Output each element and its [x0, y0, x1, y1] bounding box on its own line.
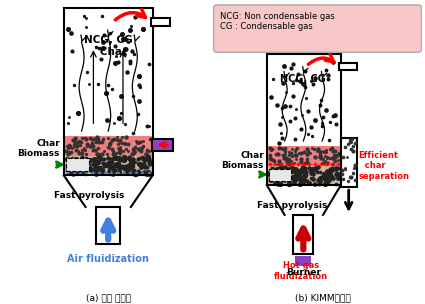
Text: Air fluidization: Air fluidization: [67, 254, 149, 264]
Bar: [267, 54, 341, 185]
Bar: [294, 215, 313, 254]
Bar: [339, 63, 357, 70]
Bar: [96, 207, 120, 244]
Bar: [269, 168, 291, 181]
Text: Fast pyrolysis: Fast pyrolysis: [54, 191, 125, 200]
Bar: [267, 146, 341, 166]
FancyBboxPatch shape: [214, 5, 422, 52]
Text: NCG, CG
   Char: NCG, CG Char: [84, 36, 133, 57]
Bar: [152, 139, 173, 151]
Bar: [64, 8, 153, 175]
Bar: [153, 140, 172, 150]
Text: NCG: Non condensable gas
CG : Condensable gas: NCG: Non condensable gas CG : Condensabl…: [220, 12, 334, 31]
FancyArrowPatch shape: [115, 9, 145, 20]
Bar: [64, 156, 153, 175]
Text: Fast pyrolysis: Fast pyrolysis: [257, 201, 327, 209]
Text: Char
Biomass: Char Biomass: [221, 151, 264, 170]
Bar: [64, 136, 153, 156]
Bar: [66, 158, 90, 171]
Text: (a) 기존 반응기: (a) 기존 반응기: [85, 294, 131, 303]
Bar: [295, 256, 311, 266]
Text: NCG, CG: NCG, CG: [280, 74, 326, 84]
Bar: [267, 54, 341, 185]
Text: Char
Biomass: Char Biomass: [17, 139, 60, 158]
Polygon shape: [64, 175, 153, 207]
Text: Burner: Burner: [286, 268, 321, 277]
FancyArrowPatch shape: [309, 54, 334, 64]
Text: (b) KIMM반응기: (b) KIMM반응기: [295, 294, 351, 303]
Polygon shape: [267, 185, 341, 215]
Text: Efficient
  char
separation: Efficient char separation: [359, 151, 410, 181]
Text: Hot gas
fluidization: Hot gas fluidization: [274, 261, 329, 281]
Bar: [341, 138, 357, 187]
Bar: [267, 166, 341, 185]
Bar: [64, 8, 153, 175]
Bar: [150, 18, 170, 26]
